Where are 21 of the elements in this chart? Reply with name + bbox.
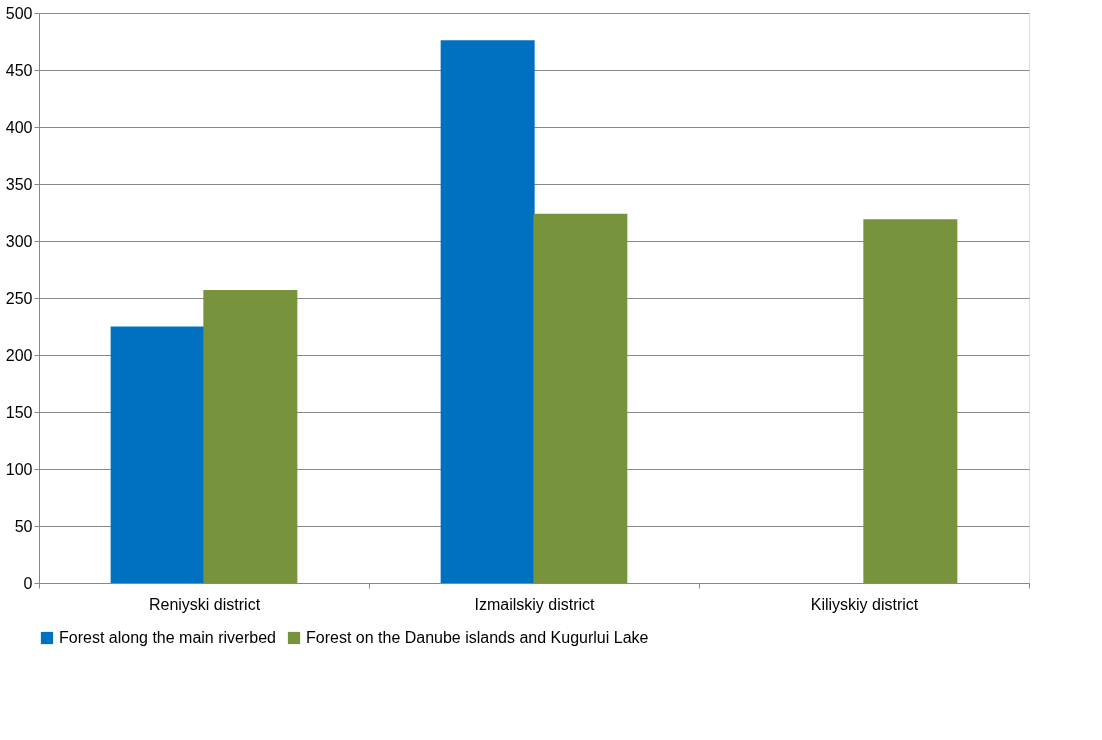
y-tick-label: 400 — [5, 118, 33, 136]
y-tick-label: 450 — [5, 61, 33, 79]
bar — [863, 219, 958, 583]
bar — [203, 290, 298, 583]
x-tick-label: Kiliyskiy district — [810, 595, 919, 613]
x-tick-label: Izmailskiy district — [474, 595, 596, 613]
y-tick-label: 350 — [5, 175, 33, 193]
y-tick-label: 500 — [5, 4, 33, 22]
y-tick-label: 100 — [5, 460, 33, 478]
bar — [533, 213, 628, 583]
bar — [110, 326, 205, 583]
y-tick-label: 0 — [23, 574, 33, 592]
x-tick-label: Reniyski district — [148, 595, 261, 613]
legend-label: Forest along the main riverbed — [59, 629, 276, 646]
y-tick-label: 250 — [5, 289, 33, 307]
bar — [440, 40, 535, 583]
y-tick-label: 150 — [5, 403, 33, 421]
y-tick-label: 50 — [14, 517, 33, 535]
y-tick-label: 300 — [5, 232, 33, 250]
legend-label: Forest on the Danube islands and Kugurlui Lake — [306, 629, 649, 646]
y-tick-label: 200 — [5, 346, 33, 364]
